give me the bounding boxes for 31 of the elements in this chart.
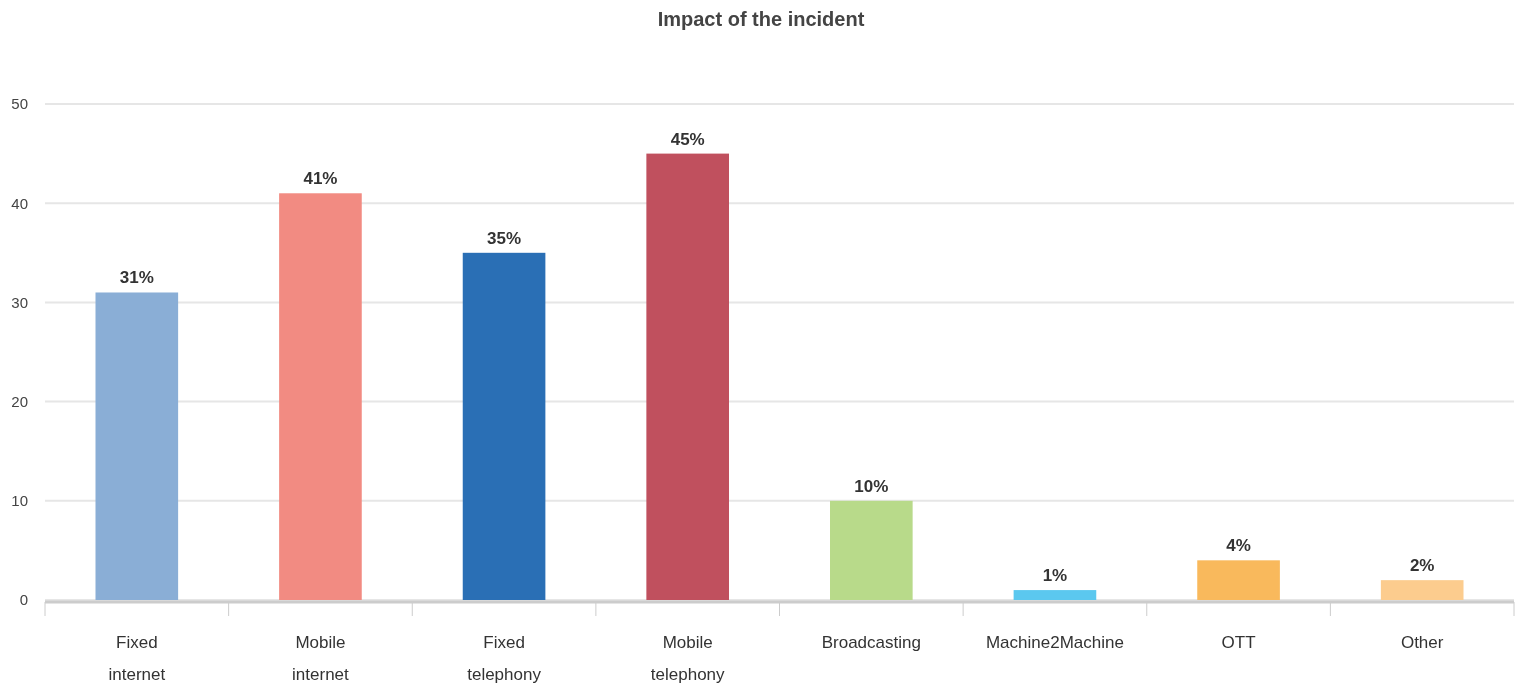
- data-label: 35%: [487, 228, 522, 248]
- bar: [279, 193, 362, 600]
- bar: [1013, 590, 1097, 600]
- x-tick-label: OTT: [1221, 633, 1256, 652]
- x-tick-label: Mobile internet: [292, 633, 350, 684]
- x-tick-label: Fixed internet: [108, 633, 166, 684]
- data-label: 45%: [670, 129, 705, 149]
- data-label: 2%: [1409, 556, 1435, 576]
- y-tick-label: 10: [11, 492, 28, 510]
- y-tick-label: 40: [11, 194, 28, 212]
- data-label: 4%: [1226, 536, 1251, 556]
- bar: [462, 252, 546, 600]
- bar: [1380, 580, 1464, 600]
- x-tick-label: Other: [1400, 633, 1444, 652]
- bar: [1197, 560, 1280, 600]
- data-label: 31%: [119, 268, 154, 288]
- y-tick-label: 50: [11, 95, 28, 113]
- data-label: 41%: [303, 169, 338, 189]
- data-label: 1%: [1042, 566, 1068, 586]
- y-tick-label: 30: [11, 293, 28, 311]
- y-tick-label: 20: [11, 392, 28, 410]
- bar: [830, 500, 913, 600]
- x-tick-label: Machine2Machine: [985, 633, 1124, 652]
- bar: [646, 153, 729, 600]
- chart-title: Impact of the incident: [657, 8, 865, 30]
- x-tick-label: Broadcasting: [821, 633, 921, 652]
- data-label: 10%: [854, 476, 889, 496]
- x-tick-label: Mobile telephony: [650, 633, 726, 684]
- y-tick-label: 0: [19, 591, 28, 609]
- bar: [95, 292, 179, 600]
- x-tick-label: Fixed telephony: [467, 633, 542, 684]
